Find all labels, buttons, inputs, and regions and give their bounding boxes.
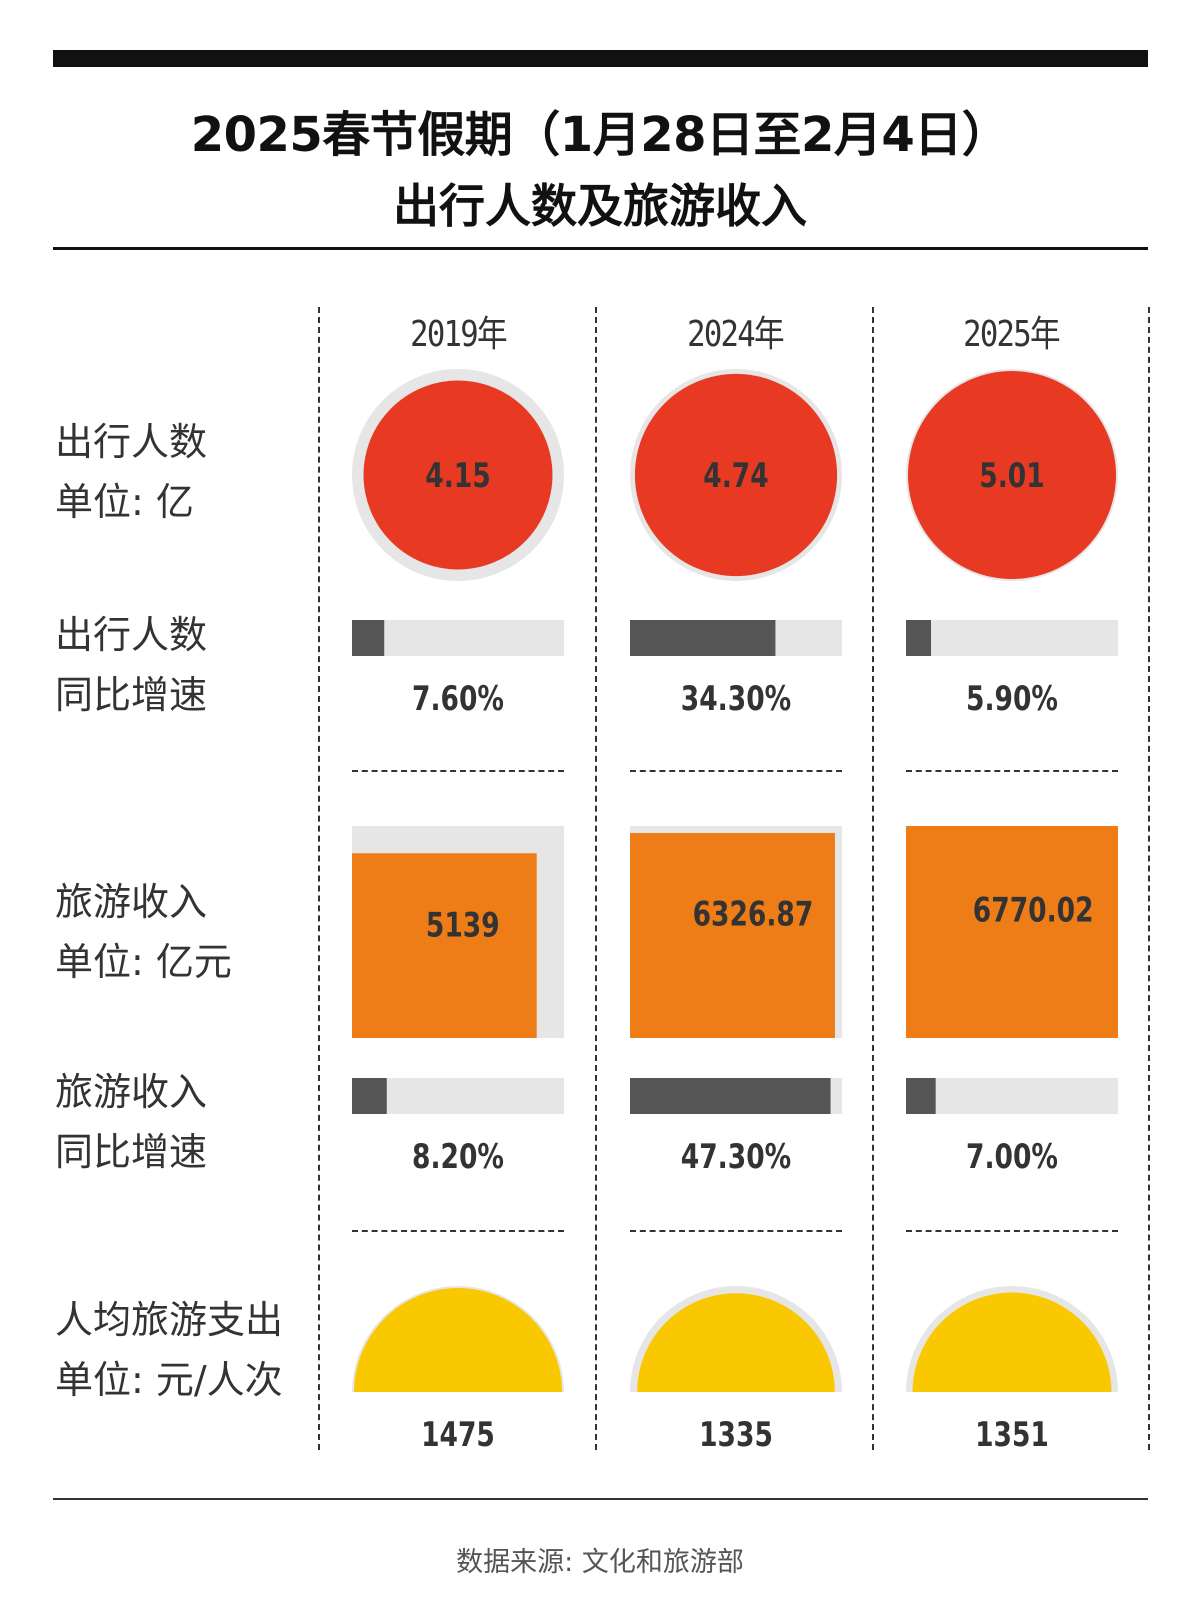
row-label-line: 同比增速 (55, 1130, 208, 1174)
growth-bar (906, 620, 932, 656)
chart-subtitle: 出行人数及旅游收入 (393, 179, 807, 233)
row-label-line: 出行人数 (55, 613, 208, 657)
column-divider (595, 307, 597, 1450)
square-value-label: 6770.02 (973, 891, 1094, 930)
row-label-line: 出行人数 (55, 420, 208, 464)
section-divider (630, 770, 842, 772)
year-header-2019: 2019年 (410, 314, 507, 355)
square-mark (630, 833, 835, 1038)
year-header-2024: 2024年 (687, 314, 784, 355)
growth-value-label: 34.30% (681, 680, 791, 719)
growth-value-label: 47.30% (681, 1138, 791, 1177)
row-label-revenue-growth: 旅游收入 同比增速 (55, 1062, 207, 1182)
column-divider (1148, 307, 1150, 1450)
data-source: 数据来源: 文化和旅游部 (456, 1547, 744, 1578)
growth-bar (630, 620, 776, 656)
growth-bar (352, 620, 385, 656)
year-header-2025: 2025年 (963, 314, 1060, 355)
growth-value-label: 5.90% (966, 680, 1058, 719)
section-divider (352, 1230, 564, 1232)
top-rule (53, 50, 1148, 67)
semicircle-mark (354, 1288, 562, 1392)
growth-bar-track (906, 620, 1118, 656)
row-label-per-capita: 人均旅游支出 单位: 元/人次 (55, 1290, 283, 1410)
row-label-unit: 单位: 元/人次 (55, 1358, 283, 1402)
square-value-label: 6326.87 (693, 895, 814, 934)
growth-value-label: 8.20% (412, 1138, 504, 1177)
growth-bar-track (906, 1078, 1118, 1114)
title-rule (53, 247, 1148, 250)
row-label-line: 同比增速 (55, 673, 208, 717)
growth-bar-track (352, 1078, 564, 1114)
per-capita-value-label: 1351 (975, 1416, 1049, 1455)
per-capita-value-label: 1475 (421, 1416, 495, 1455)
column-divider (318, 307, 320, 1450)
bubble-mark (634, 373, 838, 577)
row-label-line: 旅游收入 (55, 1070, 208, 1114)
per-capita-value-label: 1335 (699, 1416, 773, 1455)
section-divider (906, 770, 1118, 772)
section-divider (352, 770, 564, 772)
semicircle-mark (637, 1293, 835, 1392)
row-label-revenue: 旅游收入 单位: 亿元 (55, 872, 232, 992)
row-label-unit: 单位: 亿 (55, 480, 194, 524)
bubble-mark (363, 380, 553, 570)
growth-bar (906, 1078, 936, 1114)
row-label-line: 旅游收入 (55, 880, 208, 924)
bottom-rule (53, 1498, 1148, 1500)
growth-bar (630, 1078, 831, 1114)
section-divider (906, 1230, 1118, 1232)
square-mark (352, 853, 537, 1038)
row-label-unit: 单位: 亿元 (55, 940, 232, 984)
column-divider (872, 307, 874, 1450)
growth-bar (352, 1078, 387, 1114)
square-mark (906, 826, 1118, 1038)
section-divider (630, 1230, 842, 1232)
row-label-line: 人均旅游支出 (55, 1298, 284, 1342)
bubble-value-label: 5.01 (979, 457, 1044, 496)
bubble-value-label: 4.74 (703, 457, 768, 496)
growth-value-label: 7.00% (966, 1138, 1058, 1177)
row-label-travelers: 出行人数 单位: 亿 (55, 412, 207, 532)
chart-title: 2025春节假期（1月28日至2月4日） (190, 107, 1010, 163)
growth-bar-track (352, 620, 564, 656)
bubble-mark (908, 371, 1116, 579)
semicircle-mark (912, 1292, 1112, 1392)
square-value-label: 5139 (426, 906, 500, 945)
row-label-travelers-growth: 出行人数 同比增速 (55, 605, 207, 725)
growth-value-label: 7.60% (412, 680, 504, 719)
bubble-value-label: 4.15 (425, 457, 490, 496)
